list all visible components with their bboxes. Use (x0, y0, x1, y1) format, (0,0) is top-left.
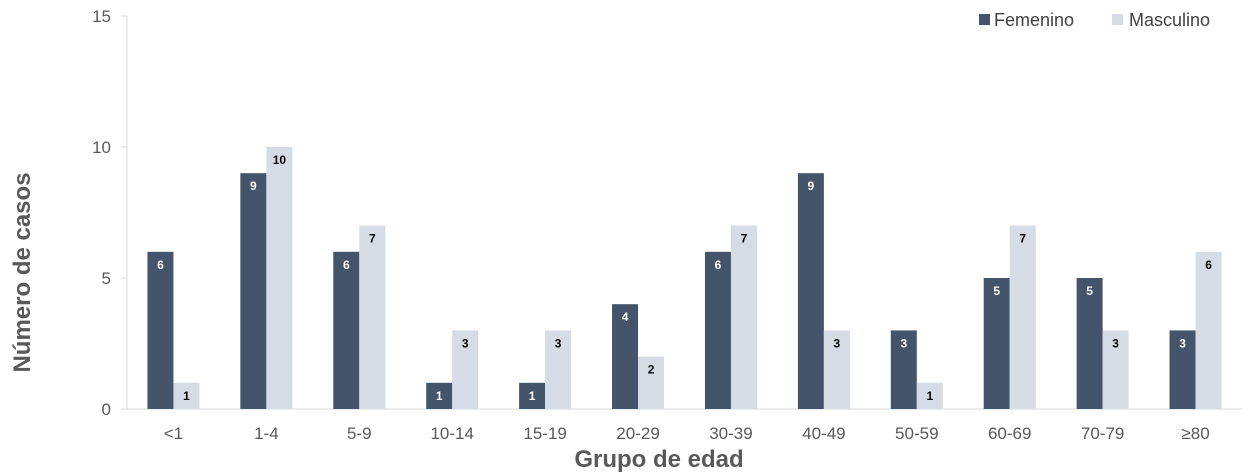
legend-swatch-masculino (1112, 14, 1123, 25)
x-tick-label: 1-4 (254, 424, 279, 443)
data-label-masculino: 3 (834, 336, 841, 350)
y-tick-label: 10 (92, 138, 111, 157)
data-label-femenino: 6 (715, 258, 722, 272)
bar-masculino (359, 225, 386, 409)
bar-femenino (1076, 278, 1103, 409)
bar-masculino (916, 382, 943, 409)
x-tick-label: 15-19 (523, 424, 566, 443)
bar-masculino (730, 225, 757, 409)
bar-femenino (983, 278, 1010, 409)
bar-masculino (1195, 251, 1222, 409)
axes (121, 16, 1242, 410)
bar-femenino (426, 382, 453, 409)
bar-femenino (612, 304, 639, 409)
data-label-masculino: 2 (648, 363, 655, 377)
data-label-masculino: 6 (1205, 258, 1212, 272)
bar-masculino (173, 382, 200, 409)
legend-label-masculino: Masculino (1129, 10, 1210, 30)
bar-femenino (704, 251, 731, 409)
legend: Femenino Masculino (979, 10, 1210, 30)
bar-femenino (240, 173, 267, 409)
x-tick-label: 30-39 (709, 424, 752, 443)
y-tick-labels: 0 5 10 15 (92, 7, 127, 419)
bar-masculino (1009, 225, 1036, 409)
data-label-femenino: 5 (1086, 284, 1093, 298)
bar-masculino (638, 356, 665, 409)
x-tick-label: 60-69 (988, 424, 1031, 443)
bar-femenino (333, 251, 360, 409)
data-labels: 6 9 6 1 1 4 6 9 3 5 5 3 1 10 7 3 3 2 7 3 1 7 3 6 (157, 153, 1212, 403)
data-label-femenino: 9 (250, 179, 257, 193)
data-label-femenino: 1 (529, 389, 536, 403)
legend-swatch-femenino (979, 14, 990, 25)
x-tick-label: <1 (164, 424, 183, 443)
data-label-femenino: 4 (622, 310, 629, 324)
bar-masculino (545, 330, 572, 409)
bar-femenino (147, 251, 174, 409)
x-tick-label: 20-29 (616, 424, 659, 443)
data-label-femenino: 5 (993, 284, 1000, 298)
data-label-masculino: 3 (462, 336, 469, 350)
x-tick-label: 40-49 (802, 424, 845, 443)
data-label-femenino: 6 (343, 258, 350, 272)
bar-masculino (823, 330, 850, 409)
data-label-femenino: 3 (1179, 336, 1186, 350)
x-tick-label: 5-9 (347, 424, 372, 443)
data-label-masculino: 1 (926, 389, 933, 403)
data-label-femenino: 3 (900, 336, 907, 350)
data-label-masculino: 3 (555, 336, 562, 350)
x-tick-label: 10-14 (430, 424, 473, 443)
x-tick-labels: <1 1-4 5-9 10-14 15-19 20-29 30-39 40-49 50-59 60… (164, 424, 1210, 443)
data-label-masculino: 3 (1112, 336, 1119, 350)
bar-series (147, 147, 1222, 409)
legend-label-femenino: Femenino (994, 10, 1074, 30)
data-label-masculino: 7 (369, 232, 376, 246)
data-label-femenino: 6 (157, 258, 164, 272)
bar-masculino (1102, 330, 1129, 409)
bar-masculino (266, 147, 293, 409)
data-label-masculino: 7 (1019, 232, 1026, 246)
y-tick-label: 0 (102, 400, 111, 419)
data-label-masculino: 7 (741, 232, 748, 246)
data-label-femenino: 9 (808, 179, 815, 193)
bar-femenino (1169, 330, 1196, 409)
data-label-masculino: 10 (273, 153, 287, 167)
x-tick-label: ≥80 (1181, 424, 1209, 443)
x-tick-label: 70-79 (1081, 424, 1124, 443)
y-tick-label: 15 (92, 7, 111, 26)
bar-masculino (452, 330, 479, 409)
bar-femenino (519, 382, 546, 409)
data-label-femenino: 1 (436, 389, 443, 403)
data-label-masculino: 1 (183, 389, 190, 403)
y-axis-title: Número de casos (9, 172, 36, 372)
bar-femenino (797, 173, 824, 409)
x-tick-label: 50-59 (895, 424, 938, 443)
bar-femenino (890, 330, 917, 409)
x-axis-title: Grupo de edad (574, 446, 743, 473)
y-tick-label: 5 (102, 269, 111, 288)
